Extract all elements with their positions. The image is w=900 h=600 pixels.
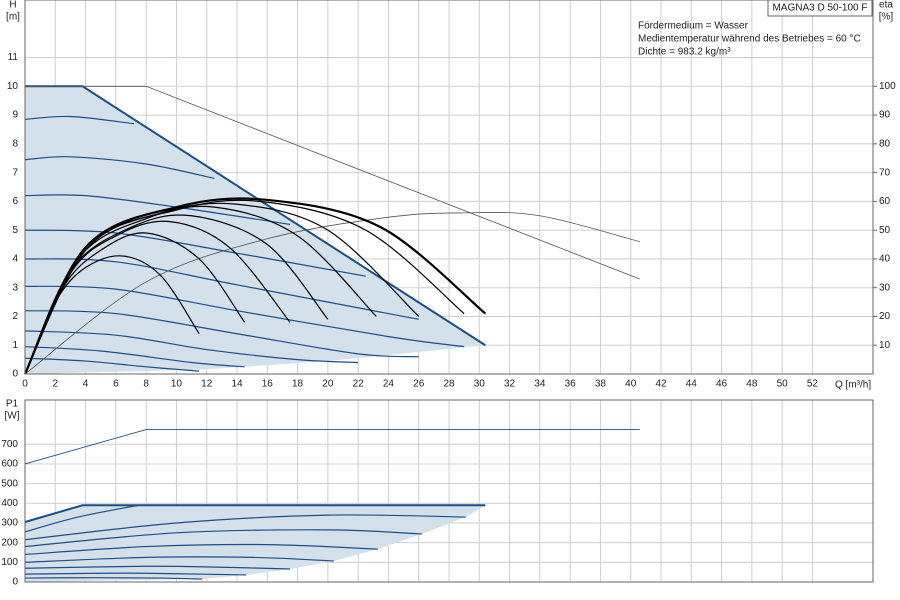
y-axis-unit: [W] [5,411,20,422]
y-tick-label: 1 [12,340,18,351]
y-tick-label: 500 [1,478,18,489]
curve [24,514,466,541]
x-tick-label: 52 [807,379,819,390]
x-tick-label: 20 [322,379,334,390]
x-tick-label: 10 [171,379,183,390]
x-tick-label: 32 [504,379,516,390]
y2-tick-label: 30 [879,282,891,293]
x-tick-label: 22 [353,379,365,390]
x-tick-label: 38 [595,379,607,390]
curve [24,115,135,125]
x-tick-label: 14 [231,379,243,390]
y-tick-label: 6 [12,196,18,207]
x-tick-label: 2 [53,379,59,390]
y2-tick-label: 40 [879,254,891,265]
y-tick-label: 7 [12,167,18,178]
curve [24,504,486,523]
y-tick-label: 3 [12,282,18,293]
note: Medientemperatur während des Betriebes =… [638,34,861,45]
model-box [767,0,873,17]
operating-area [25,505,486,582]
curve [24,194,291,225]
y-tick-label: 8 [12,138,18,149]
y2-tick-label: 10 [879,340,891,351]
curve [25,85,640,280]
y-axis-label: P1 [6,399,19,410]
x-tick-label: 34 [534,379,546,390]
curve [24,529,422,548]
curve [24,156,215,179]
curve [24,330,359,364]
y-tick-label: 400 [1,498,18,509]
note: Fördermedium = Wasser [638,21,749,32]
y-tick-label: 300 [1,518,18,529]
plot-frame [24,399,874,583]
y-axis-label: H [9,0,16,11]
y2-tick-label: 90 [879,110,891,121]
x-axis-label: Q [m³/h] [835,380,871,391]
x-tick-label: 46 [716,379,728,390]
x-tick-label: 40 [625,379,637,390]
operating-area [25,86,486,375]
x-tick-label: 8 [143,379,149,390]
curve [24,310,419,358]
y-tick-label: 0 [12,577,18,588]
x-tick-label: 6 [113,379,119,390]
y-tick-label: 600 [1,459,18,470]
y2-tick-label: 60 [879,196,891,207]
y2-tick-label: 80 [879,138,891,149]
y2-tick-label: 100 [879,81,896,92]
x-tick-label: 4 [83,379,89,390]
y-tick-label: 700 [1,439,18,450]
x-tick-label: 36 [565,379,577,390]
y-tick-label: 2 [12,311,18,322]
x-tick-label: 30 [474,379,486,390]
curve [24,556,334,563]
plot-frame [24,0,874,375]
x-tick-label: 42 [655,379,667,390]
x-tick-label: 16 [262,379,274,390]
x-tick-label: 24 [383,379,395,390]
curve [24,357,200,372]
curve [24,504,139,533]
y-tick-label: 200 [1,537,18,548]
curve [24,229,366,277]
y-tick-label: 100 [1,557,18,568]
curve [24,197,487,375]
y-tick-label: 10 [7,81,19,92]
curve [24,577,203,580]
curve [24,572,247,576]
y-tick-label: 11 [8,52,19,63]
model-label: MAGNA3 D 50-100 F [772,3,867,14]
curve [24,429,640,465]
curve [24,565,291,570]
x-tick-label: 26 [413,379,425,390]
y2-axis-unit: [%] [879,12,894,23]
x-tick-label: 18 [292,379,304,390]
x-tick-label: 12 [201,379,213,390]
y-tick-label: 5 [12,225,18,236]
curve [24,212,640,375]
x-tick-label: 50 [777,379,789,390]
y2-axis-label: eta [879,0,893,11]
y2-tick-label: 20 [879,311,891,322]
y-tick-label: 4 [12,254,18,265]
x-tick-label: 48 [746,379,758,390]
y-tick-label: 0 [12,369,18,380]
note: Dichte = 983.2 kg/m³ [638,47,731,58]
x-tick-label: 28 [443,379,455,390]
y2-tick-label: 70 [879,167,891,178]
curve [24,258,419,320]
x-tick-label: 44 [686,379,698,390]
y-tick-label: 9 [12,110,18,121]
y-axis-unit: [m] [6,12,20,23]
x-tick-label: 0 [22,379,28,390]
y2-tick-label: 50 [879,225,891,236]
curve [24,543,378,556]
